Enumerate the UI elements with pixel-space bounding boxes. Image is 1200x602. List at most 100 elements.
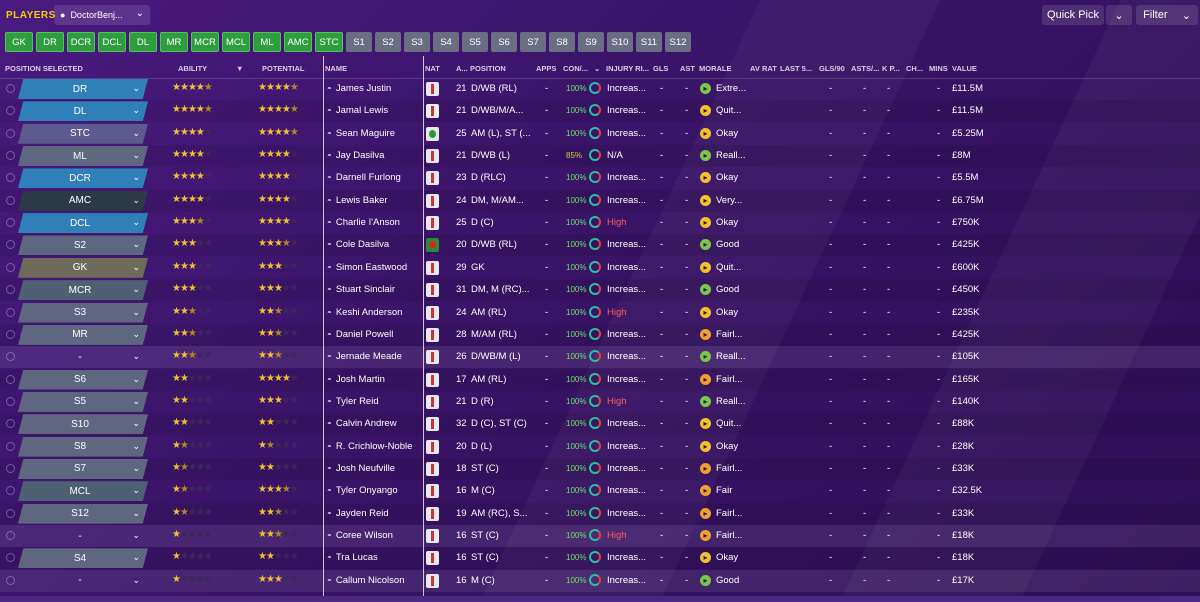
row-select-checkbox[interactable] [6, 441, 15, 451]
position-button-amc[interactable]: AMC [284, 32, 312, 52]
player-name[interactable]: ◓ Keshi Anderson [327, 307, 402, 318]
col-gls90[interactable]: GLS/90 [819, 64, 845, 73]
nationality-flag-icon[interactable] [426, 372, 439, 387]
nationality-flag-icon[interactable] [426, 350, 439, 365]
col-morale[interactable]: MORALE [699, 64, 732, 73]
row-select-checkbox[interactable] [6, 463, 15, 473]
row-select-checkbox[interactable] [6, 151, 15, 161]
position-selector[interactable]: - ⌄ [18, 526, 148, 546]
nationality-flag-icon[interactable] [426, 417, 439, 432]
nationality-flag-icon[interactable] [426, 260, 439, 275]
position-selector[interactable]: - ⌄ [18, 347, 148, 367]
nationality-flag-icon[interactable] [426, 171, 439, 186]
table-row[interactable]: - ⌄ ★★★★★ ★★★★★ ◓ Jernade Meade 26 D/WB/M (L) -1… [0, 346, 1200, 369]
player-name[interactable]: ◓ James Justin [327, 83, 391, 94]
table-row[interactable]: STC ⌄ ★★★★★ ★★★★★ ◓ Sean Maguire 25 AM (L), ST … [0, 123, 1200, 145]
position-button-dcl[interactable]: DCL [98, 32, 126, 52]
position-button-s8[interactable]: S8 [549, 32, 575, 52]
player-name[interactable]: ◓ Jamal Lewis [327, 105, 388, 116]
position-selector[interactable]: - ⌄ [18, 571, 148, 591]
player-name[interactable]: ◓ Tyler Onyango [327, 485, 398, 496]
position-button-s5[interactable]: S5 [462, 32, 488, 52]
nationality-flag-icon[interactable] [426, 193, 439, 208]
filter-button[interactable]: Filter ⌄ [1136, 5, 1198, 25]
quick-pick-button[interactable]: Quick Pick [1042, 5, 1104, 25]
position-selector[interactable]: S6 ⌄ [18, 369, 148, 390]
nationality-flag-icon[interactable] [426, 327, 439, 342]
position-selector[interactable]: MR ⌄ [18, 324, 148, 345]
table-row[interactable]: MCL ⌄ ★★★★★ ★★★★★ ◓ Tyler Onyango 16 M (C) - 100%… [0, 480, 1200, 502]
view-select[interactable]: ● DoctorBenj... ⌄ [54, 5, 150, 25]
row-select-checkbox[interactable] [6, 285, 15, 295]
nationality-flag-icon[interactable] [426, 484, 439, 499]
nationality-flag-icon[interactable] [426, 305, 439, 320]
position-selector[interactable]: S8 ⌄ [18, 436, 148, 457]
nationality-flag-icon[interactable] [426, 394, 439, 409]
position-selector[interactable]: MCR ⌄ [18, 280, 148, 301]
position-button-mr[interactable]: MR [160, 32, 188, 52]
position-button-dr[interactable]: DR [36, 32, 64, 52]
position-selector[interactable]: DCR ⌄ [18, 168, 148, 189]
position-button-s10[interactable]: S10 [607, 32, 633, 52]
position-selector[interactable]: S3 ⌄ [18, 302, 148, 323]
position-selector[interactable]: S5 ⌄ [18, 391, 148, 412]
table-row[interactable]: S10 ⌄ ★★★★★ ★★★★★ ◓ Calvin Andrew 32 D (C), ST … [0, 413, 1200, 436]
position-button-mcr[interactable]: MCR [191, 32, 219, 52]
player-name[interactable]: ◓ Callum Nicolson [327, 575, 404, 586]
position-button-ml[interactable]: ML [253, 32, 281, 52]
table-row[interactable]: - ⌄ ★★★★★ ★★★★★ ◓ Coree Wilson 16 ST (C) -100% Hi… [0, 525, 1200, 547]
row-select-checkbox[interactable] [6, 553, 15, 563]
table-row[interactable]: AMC ⌄ ★★★★★ ★★★★★ ◓ Lewis Baker 24 DM, M/AM... -… [0, 189, 1200, 212]
table-row[interactable]: S8 ⌄ ★★★★★ ★★★★★ ◓ R. Crichlow-Noble 20 D (L) - 1… [0, 436, 1200, 458]
col-position[interactable]: POSITION [470, 64, 506, 73]
table-row[interactable]: DL ⌄ ★★★★★ ★★★★★ ◓ Jamal Lewis 21 D/WB/M/A... - 1… [0, 100, 1200, 123]
nationality-flag-icon[interactable] [426, 149, 439, 164]
nationality-flag-icon[interactable] [426, 461, 439, 476]
table-row[interactable]: - ⌄ ★★★★★ ★★★★★ ◓ Callum Nicolson 16 M (C) -100%… [0, 569, 1200, 592]
col-chances[interactable]: CH... [906, 64, 924, 73]
player-name[interactable]: ◓ Darnell Furlong [327, 172, 401, 183]
player-name[interactable]: ◓ Daniel Powell [327, 329, 393, 340]
nationality-flag-icon[interactable] [426, 126, 439, 141]
player-name[interactable]: ◓ Jayden Reid [327, 508, 389, 519]
col-last5[interactable]: LAST 5... [780, 64, 813, 73]
table-row[interactable]: GK ⌄ ★★★★★ ★★★★★ ◓ Simon Eastwood 29 GK - 100% Inc… [0, 257, 1200, 279]
row-select-checkbox[interactable] [6, 419, 15, 429]
position-selector[interactable]: ML ⌄ [18, 146, 148, 167]
nationality-flag-icon[interactable] [426, 82, 439, 96]
col-assists[interactable]: AST [680, 64, 695, 73]
nationality-flag-icon[interactable] [426, 104, 439, 119]
position-selector[interactable]: MCL ⌄ [18, 481, 148, 502]
table-row[interactable]: S3 ⌄ ★★★★★ ★★★★★ ◓ Keshi Anderson 24 AM (RL) - 10… [0, 302, 1200, 324]
col-position-selected[interactable]: POSITION SELECTED [5, 64, 83, 73]
position-button-s1[interactable]: S1 [346, 32, 372, 52]
row-select-checkbox[interactable] [6, 106, 15, 116]
row-select-checkbox[interactable] [6, 486, 15, 496]
position-selector[interactable]: S10 ⌄ [18, 414, 148, 435]
position-selector[interactable]: S7 ⌄ [18, 458, 148, 479]
row-select-checkbox[interactable] [6, 531, 15, 540]
position-selector[interactable]: S12 ⌄ [18, 503, 148, 524]
col-nat[interactable]: NAT [425, 64, 440, 73]
row-select-checkbox[interactable] [6, 195, 15, 205]
row-select-checkbox[interactable] [6, 240, 15, 250]
horizontal-scrollbar[interactable] [0, 596, 1200, 602]
col-injury-risk[interactable]: INJURY RI... [606, 64, 649, 73]
nationality-flag-icon[interactable] [426, 439, 439, 454]
position-button-stc[interactable]: STC [315, 32, 343, 52]
table-row[interactable]: S7 ⌄ ★★★★★ ★★★★★ ◓ Josh Neufville 18 ST (C) - 100… [0, 457, 1200, 480]
player-name[interactable]: ◓ Tyler Reid [327, 396, 379, 407]
col-mins[interactable]: MINS [929, 64, 948, 73]
position-selector[interactable]: DL ⌄ [18, 101, 148, 122]
table-row[interactable]: S4 ⌄ ★★★★★ ★★★★★ ◓ Tra Lucas 16 ST (C) - 100% Incr… [0, 547, 1200, 570]
row-select-checkbox[interactable] [6, 374, 15, 384]
nationality-flag-icon[interactable] [426, 551, 439, 566]
player-name[interactable]: ◓ Jay Dasilva [327, 150, 384, 161]
position-button-s12[interactable]: S12 [665, 32, 691, 52]
position-selector[interactable]: DCL ⌄ [18, 213, 148, 234]
table-row[interactable]: S12 ⌄ ★★★★★ ★★★★★ ◓ Jayden Reid 19 AM (RC), S..… [0, 502, 1200, 525]
position-button-s9[interactable]: S9 [578, 32, 604, 52]
table-row[interactable]: S5 ⌄ ★★★★★ ★★★★★ ◓ Tyler Reid 21 D (R) - 100% High… [0, 391, 1200, 413]
col-key-passes[interactable]: K P... [882, 64, 900, 73]
col-name[interactable]: NAME [325, 64, 348, 73]
